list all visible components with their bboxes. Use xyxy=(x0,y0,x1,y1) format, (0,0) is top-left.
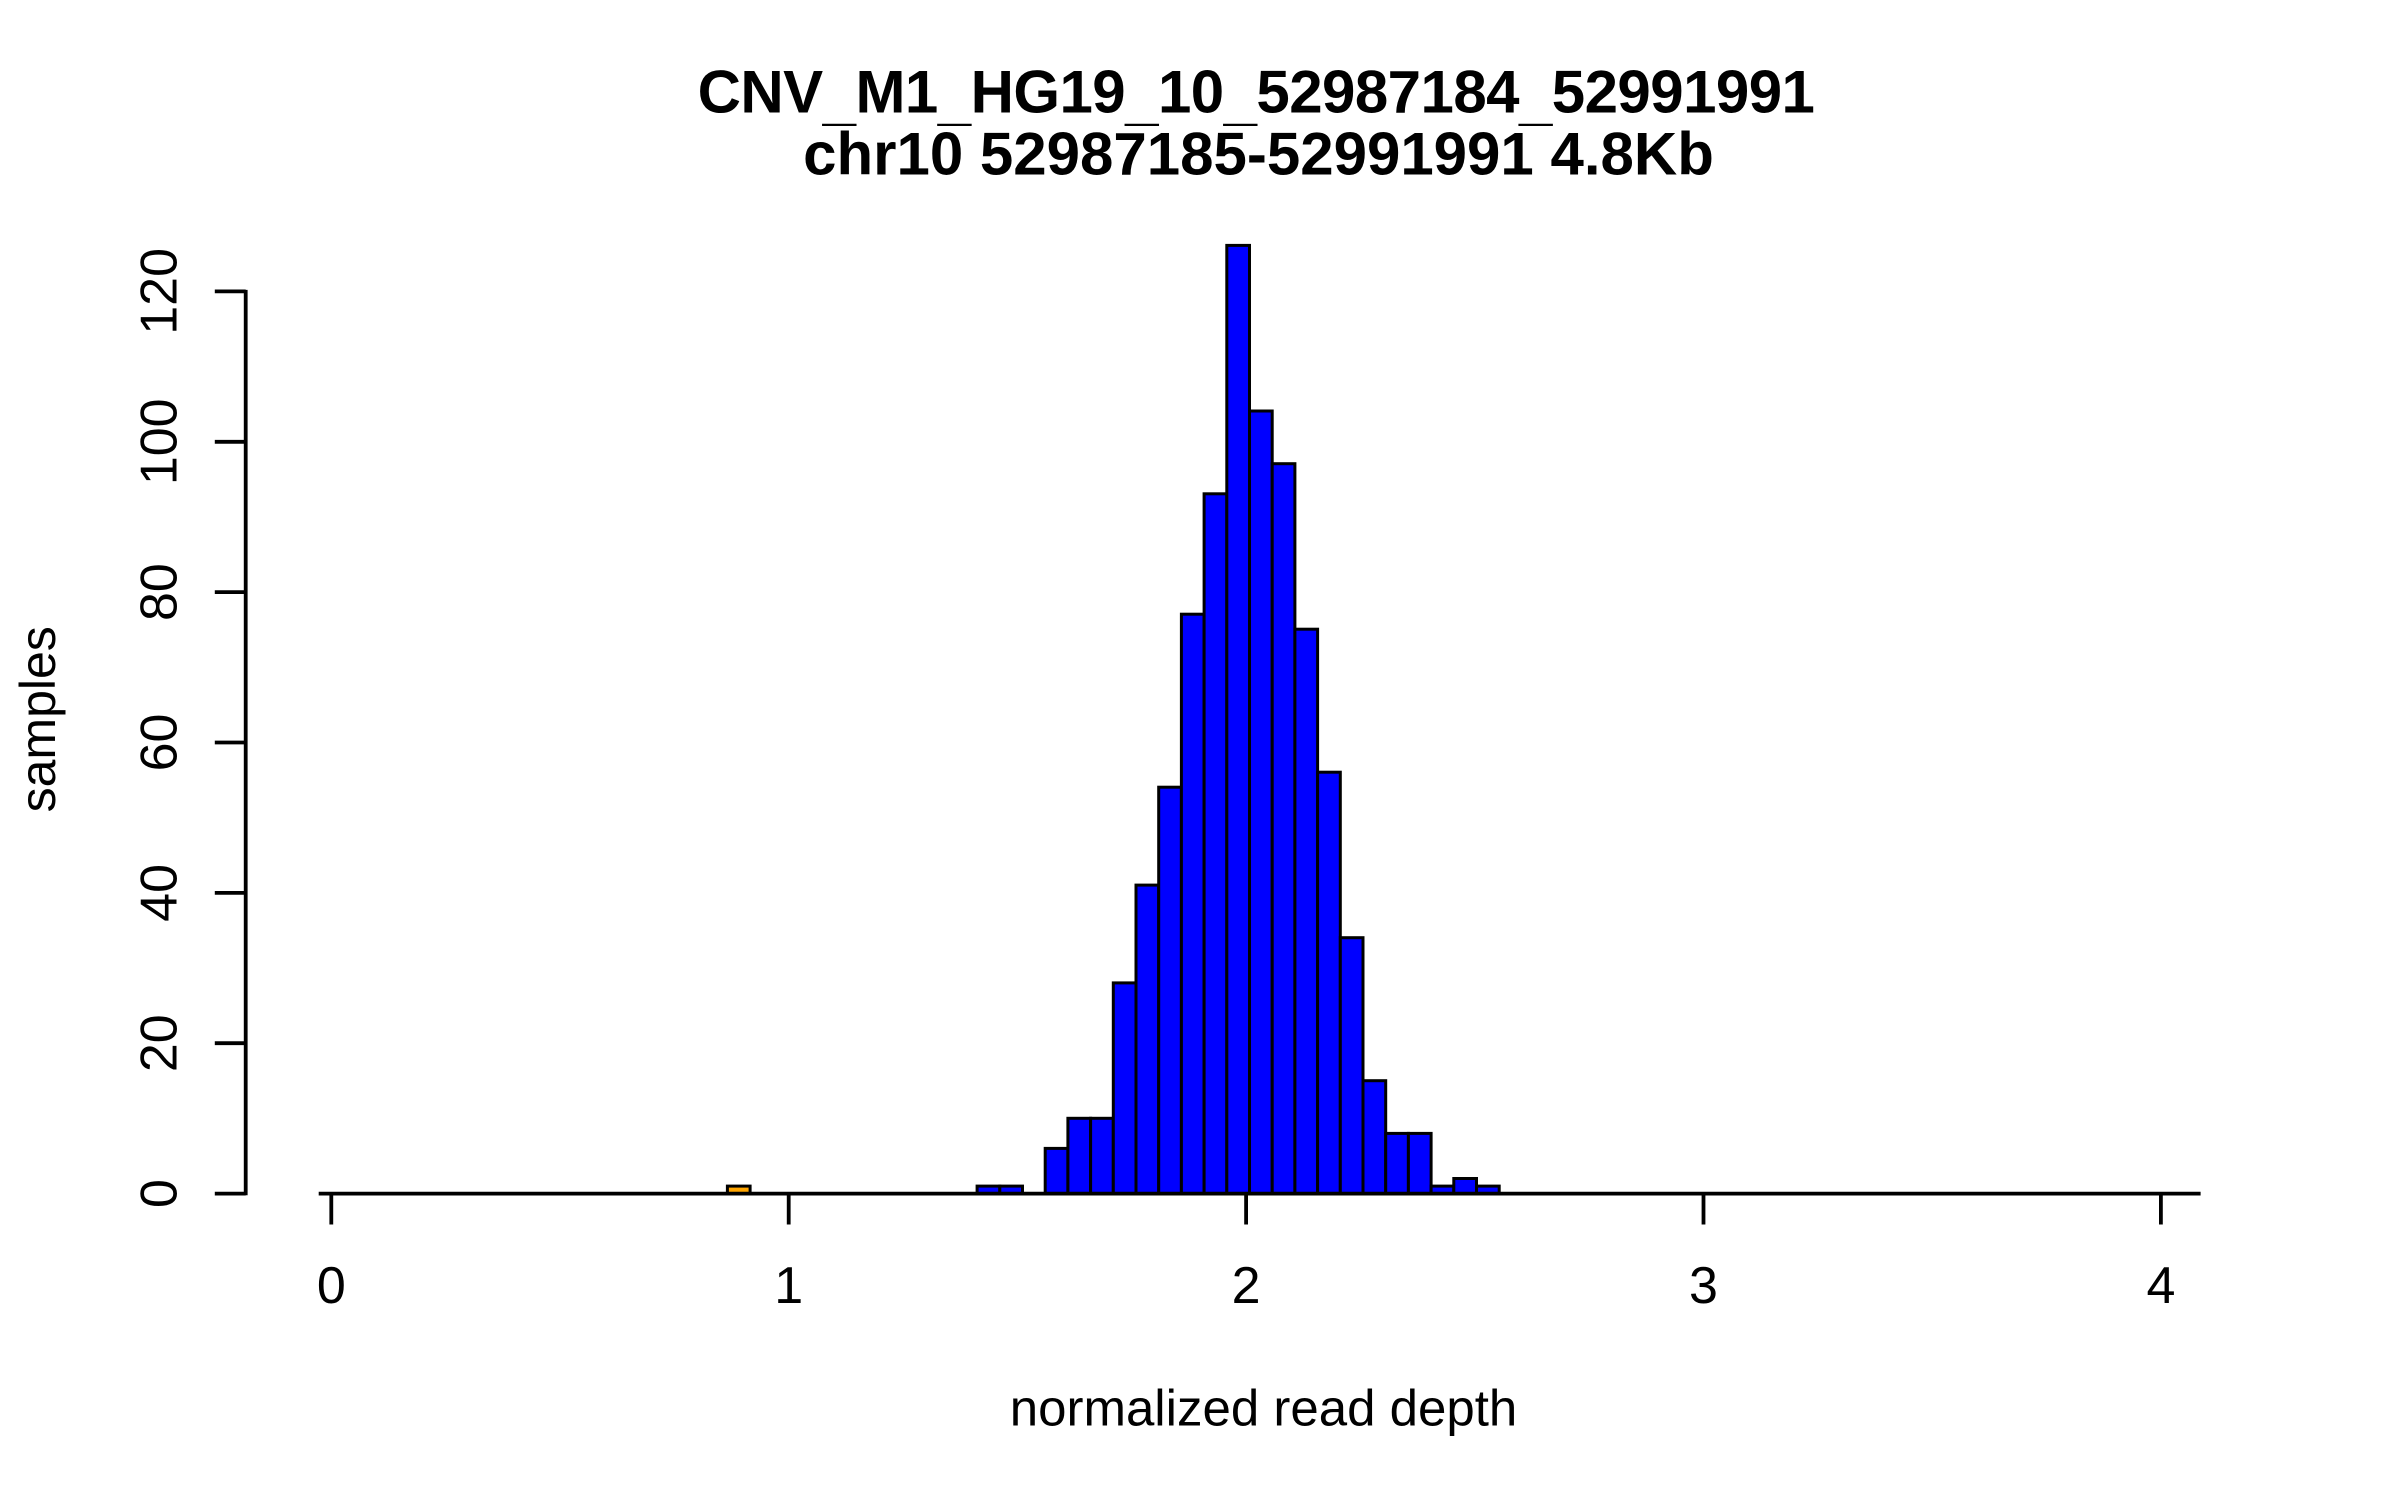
svg-text:3: 3 xyxy=(1689,1257,1718,1315)
svg-text:1: 1 xyxy=(774,1257,803,1315)
svg-text:0: 0 xyxy=(317,1257,346,1315)
svg-text:80: 80 xyxy=(131,563,189,621)
svg-text:120: 120 xyxy=(131,248,189,335)
svg-text:CNV_M1_HG19_10_52987184_529919: CNV_M1_HG19_10_52987184_52991991 xyxy=(698,58,1815,131)
svg-text:samples: samples xyxy=(10,626,66,812)
svg-text:2: 2 xyxy=(1232,1257,1261,1315)
svg-text:4: 4 xyxy=(2146,1257,2175,1315)
svg-text:60: 60 xyxy=(131,714,189,772)
svg-text:chr10 52987185-52991991 4.8Kb: chr10 52987185-52991991 4.8Kb xyxy=(803,121,1714,188)
svg-text:100: 100 xyxy=(131,398,189,485)
svg-text:normalized read depth: normalized read depth xyxy=(1010,1380,1518,1437)
svg-text:40: 40 xyxy=(131,864,189,922)
svg-text:20: 20 xyxy=(131,1014,189,1072)
svg-text:0: 0 xyxy=(131,1179,189,1208)
